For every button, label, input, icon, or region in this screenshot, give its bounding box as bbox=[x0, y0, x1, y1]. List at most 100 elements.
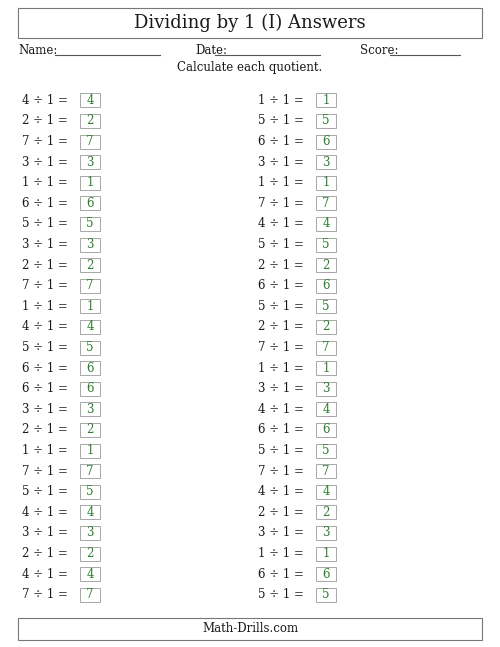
Text: 5 ÷ 1 =: 5 ÷ 1 = bbox=[258, 238, 304, 251]
Bar bbox=[316, 567, 336, 581]
Text: 5 ÷ 1 =: 5 ÷ 1 = bbox=[258, 300, 304, 313]
Text: 6 ÷ 1 =: 6 ÷ 1 = bbox=[258, 567, 304, 580]
Text: 1 ÷ 1 =: 1 ÷ 1 = bbox=[22, 444, 68, 457]
Bar bbox=[80, 505, 100, 520]
Bar bbox=[80, 423, 100, 437]
Bar bbox=[80, 258, 100, 272]
Bar bbox=[80, 217, 100, 231]
Text: 7 ÷ 1 =: 7 ÷ 1 = bbox=[258, 197, 304, 210]
Text: 2: 2 bbox=[86, 259, 94, 272]
Text: 4 ÷ 1 =: 4 ÷ 1 = bbox=[258, 217, 304, 230]
Bar bbox=[80, 155, 100, 169]
Text: 5 ÷ 1 =: 5 ÷ 1 = bbox=[258, 588, 304, 601]
Bar bbox=[80, 114, 100, 128]
Text: 3: 3 bbox=[86, 527, 94, 540]
Bar bbox=[80, 526, 100, 540]
Bar bbox=[316, 547, 336, 560]
Bar bbox=[80, 93, 100, 107]
Text: 1 ÷ 1 =: 1 ÷ 1 = bbox=[258, 547, 304, 560]
Text: 4 ÷ 1 =: 4 ÷ 1 = bbox=[22, 567, 68, 580]
Text: 2: 2 bbox=[86, 423, 94, 436]
Bar bbox=[80, 547, 100, 560]
Text: 3: 3 bbox=[86, 155, 94, 169]
Text: 1 ÷ 1 =: 1 ÷ 1 = bbox=[258, 94, 304, 107]
Bar bbox=[316, 217, 336, 231]
Text: 2: 2 bbox=[322, 320, 330, 333]
Bar bbox=[316, 382, 336, 396]
Text: Name:: Name: bbox=[18, 43, 58, 56]
Text: 1 ÷ 1 =: 1 ÷ 1 = bbox=[22, 300, 68, 313]
Text: 2 ÷ 1 =: 2 ÷ 1 = bbox=[258, 320, 304, 333]
Text: 1: 1 bbox=[322, 362, 330, 375]
Text: 6: 6 bbox=[322, 280, 330, 292]
Text: 6 ÷ 1 =: 6 ÷ 1 = bbox=[22, 197, 68, 210]
Text: 4 ÷ 1 =: 4 ÷ 1 = bbox=[22, 320, 68, 333]
Text: 7 ÷ 1 =: 7 ÷ 1 = bbox=[22, 135, 68, 148]
Text: 4 ÷ 1 =: 4 ÷ 1 = bbox=[22, 94, 68, 107]
Text: 5: 5 bbox=[86, 341, 94, 354]
Text: 4: 4 bbox=[322, 485, 330, 498]
Text: 7: 7 bbox=[322, 465, 330, 477]
Bar bbox=[316, 258, 336, 272]
Bar bbox=[316, 505, 336, 520]
Bar bbox=[18, 8, 482, 38]
Text: 5: 5 bbox=[322, 444, 330, 457]
Text: 7: 7 bbox=[322, 197, 330, 210]
Text: 6: 6 bbox=[86, 362, 94, 375]
Bar bbox=[80, 361, 100, 375]
Text: 2: 2 bbox=[86, 115, 94, 127]
Text: Math-Drills.com: Math-Drills.com bbox=[202, 622, 298, 635]
Text: 4: 4 bbox=[322, 403, 330, 416]
Text: 5: 5 bbox=[86, 217, 94, 230]
Bar bbox=[316, 443, 336, 457]
Bar bbox=[316, 402, 336, 416]
Bar bbox=[316, 587, 336, 602]
Text: 7: 7 bbox=[86, 588, 94, 601]
Text: 1: 1 bbox=[322, 547, 330, 560]
Text: 7 ÷ 1 =: 7 ÷ 1 = bbox=[22, 280, 68, 292]
Text: 5: 5 bbox=[322, 588, 330, 601]
Bar bbox=[316, 340, 336, 355]
Text: 6: 6 bbox=[86, 382, 94, 395]
Bar bbox=[316, 155, 336, 169]
Bar bbox=[316, 176, 336, 190]
Text: 3: 3 bbox=[322, 382, 330, 395]
Text: 6 ÷ 1 =: 6 ÷ 1 = bbox=[22, 362, 68, 375]
Text: 2 ÷ 1 =: 2 ÷ 1 = bbox=[258, 506, 304, 519]
Bar bbox=[80, 567, 100, 581]
Bar bbox=[316, 93, 336, 107]
Text: 4: 4 bbox=[86, 506, 94, 519]
Text: 4 ÷ 1 =: 4 ÷ 1 = bbox=[258, 403, 304, 416]
Bar bbox=[316, 485, 336, 499]
Bar bbox=[18, 618, 482, 640]
Bar bbox=[80, 135, 100, 149]
Text: 7: 7 bbox=[86, 465, 94, 477]
Bar bbox=[80, 300, 100, 313]
Bar bbox=[80, 196, 100, 210]
Text: 2 ÷ 1 =: 2 ÷ 1 = bbox=[22, 115, 68, 127]
Text: 6: 6 bbox=[86, 197, 94, 210]
Text: 5 ÷ 1 =: 5 ÷ 1 = bbox=[258, 115, 304, 127]
Text: 3 ÷ 1 =: 3 ÷ 1 = bbox=[22, 238, 68, 251]
Text: 6 ÷ 1 =: 6 ÷ 1 = bbox=[22, 382, 68, 395]
Text: 1: 1 bbox=[86, 176, 94, 189]
Text: 2 ÷ 1 =: 2 ÷ 1 = bbox=[22, 259, 68, 272]
Bar bbox=[80, 320, 100, 334]
Bar bbox=[316, 464, 336, 478]
Text: 3 ÷ 1 =: 3 ÷ 1 = bbox=[258, 527, 304, 540]
Text: 4 ÷ 1 =: 4 ÷ 1 = bbox=[258, 485, 304, 498]
Text: 5 ÷ 1 =: 5 ÷ 1 = bbox=[22, 217, 68, 230]
Text: 4: 4 bbox=[322, 217, 330, 230]
Bar bbox=[316, 237, 336, 252]
Text: 2 ÷ 1 =: 2 ÷ 1 = bbox=[22, 547, 68, 560]
Text: 3: 3 bbox=[322, 527, 330, 540]
Bar bbox=[316, 361, 336, 375]
Bar bbox=[80, 485, 100, 499]
Bar bbox=[316, 320, 336, 334]
Bar bbox=[80, 587, 100, 602]
Text: 2: 2 bbox=[322, 259, 330, 272]
Text: 5 ÷ 1 =: 5 ÷ 1 = bbox=[22, 341, 68, 354]
Bar bbox=[316, 196, 336, 210]
Text: 4: 4 bbox=[86, 567, 94, 580]
Text: 7 ÷ 1 =: 7 ÷ 1 = bbox=[22, 465, 68, 477]
